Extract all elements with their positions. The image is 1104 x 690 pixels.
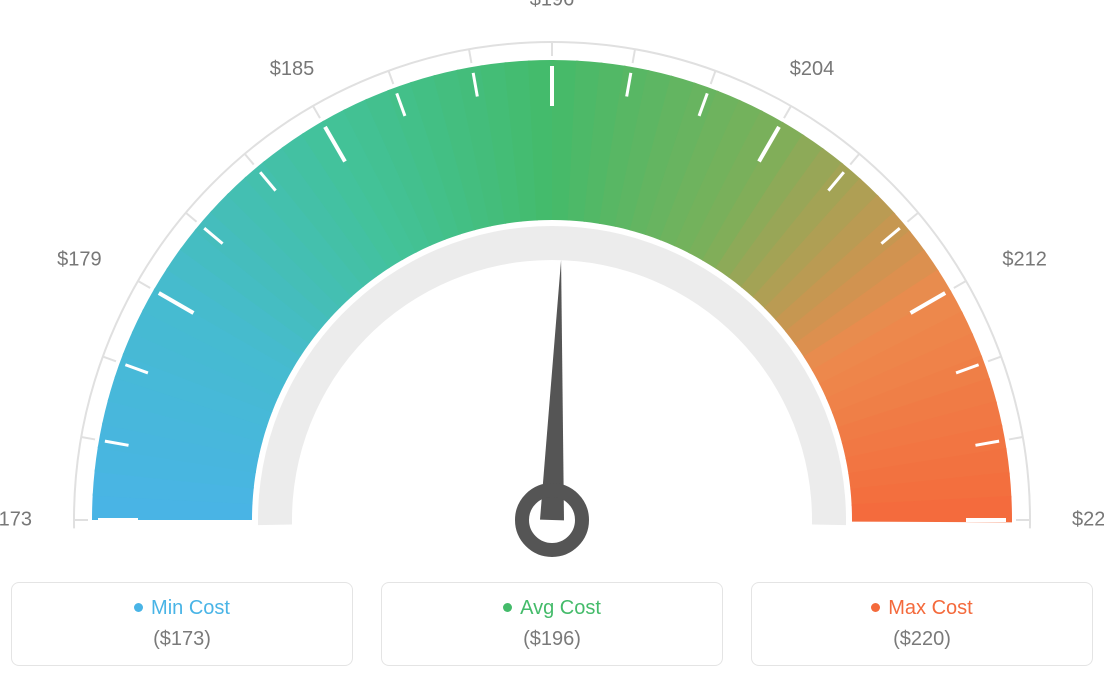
gauge-tick-label: $220 (1072, 508, 1104, 530)
legend-card-avg: Avg Cost ($196) (381, 582, 723, 666)
chart-container: $173 $179 $185 $196 $204 $212 $220 Min Cost ($… (0, 0, 1104, 690)
legend-avg-value: ($196) (392, 628, 712, 651)
legend-avg-label: Avg Cost (520, 597, 601, 619)
dot-icon (503, 603, 512, 612)
gauge-tick-label: $185 (270, 58, 315, 80)
gauge-tick-label: $204 (790, 58, 835, 80)
legend-card-min: Min Cost ($173) (11, 582, 353, 666)
gauge-needle (540, 260, 564, 520)
legend-row: Min Cost ($173) Avg Cost ($196) Max Cost… (0, 582, 1104, 666)
gauge-tick-label: $179 (57, 248, 102, 270)
legend-min-value: ($173) (22, 628, 342, 651)
dot-icon (134, 603, 143, 612)
legend-min-title: Min Cost (22, 597, 342, 620)
legend-card-max: Max Cost ($220) (751, 582, 1093, 666)
gauge-chart: $173 $179 $185 $196 $204 $212 $220 (0, 0, 1104, 560)
legend-max-value: ($220) (762, 628, 1082, 651)
gauge-tick-label: $173 (0, 508, 32, 530)
legend-max-label: Max Cost (888, 597, 972, 619)
legend-avg-title: Avg Cost (392, 597, 712, 620)
gauge-tick-label: $212 (1002, 248, 1047, 270)
gauge-tick-label: $196 (530, 0, 575, 10)
legend-max-title: Max Cost (762, 597, 1082, 620)
legend-min-label: Min Cost (151, 597, 230, 619)
dot-icon (871, 603, 880, 612)
